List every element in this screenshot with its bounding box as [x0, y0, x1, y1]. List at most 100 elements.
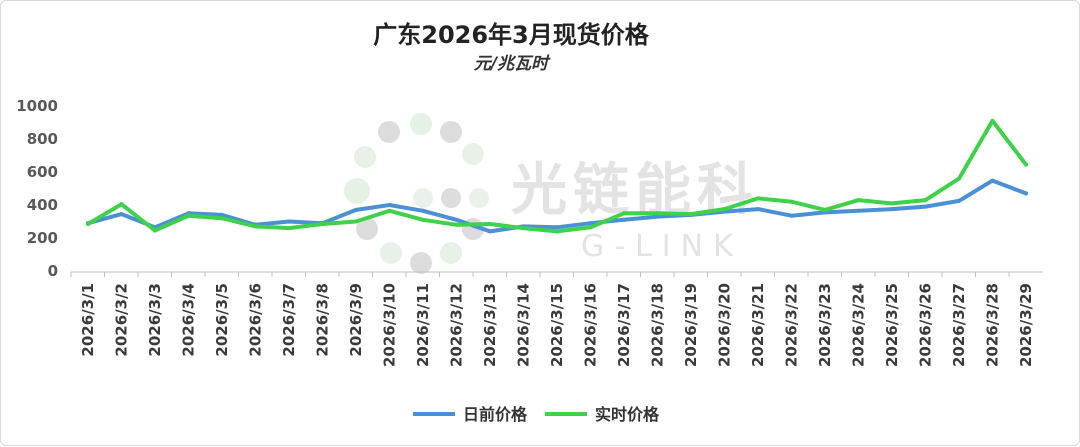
- data-point: [555, 229, 559, 234]
- y-tick-label: 800: [27, 130, 58, 148]
- data-point: [1024, 162, 1028, 167]
- y-tick-label: 600: [27, 163, 58, 181]
- data-point: [320, 221, 325, 226]
- data-point: [923, 204, 928, 209]
- watermark-dot: [380, 242, 402, 264]
- data-point: [153, 228, 157, 233]
- data-point: [789, 213, 794, 218]
- watermark-dot: [440, 242, 462, 264]
- x-tick-label: 2026/3/10: [381, 283, 399, 367]
- data-point: [119, 202, 124, 207]
- watermark-dot: [356, 218, 378, 240]
- data-point: [588, 225, 593, 230]
- x-tick-label: 2026/3/14: [515, 283, 533, 367]
- data-point: [220, 212, 224, 217]
- x-tick-label: 2026/3/15: [548, 283, 566, 367]
- x-tick-label: 2026/3/16: [582, 283, 600, 367]
- x-tick-label: 2026/3/11: [414, 283, 432, 367]
- y-tick-label: 400: [27, 196, 58, 214]
- watermark-dot: [413, 188, 433, 208]
- x-tick-label: 2026/3/2: [113, 283, 131, 357]
- watermark-dot: [354, 146, 376, 168]
- data-point: [186, 213, 191, 218]
- data-point: [823, 207, 827, 212]
- watermark-dot: [440, 121, 462, 143]
- data-point: [86, 221, 90, 226]
- x-tick-label: 2026/3/29: [1017, 283, 1035, 367]
- chart-title: 广东2026年3月现货价格: [373, 21, 649, 49]
- x-tick-label: 2026/3/6: [247, 283, 265, 357]
- data-point: [622, 211, 626, 216]
- y-tick-label: 200: [27, 229, 58, 247]
- x-tick-label: 2026/3/19: [682, 283, 700, 367]
- x-tick-label: 2026/3/1: [79, 283, 97, 357]
- data-point: [890, 201, 894, 206]
- data-point: [990, 118, 995, 123]
- data-point: [957, 176, 961, 181]
- data-point: [387, 208, 392, 213]
- series-lines: [86, 118, 1028, 234]
- data-point: [555, 225, 559, 230]
- watermark-dot: [344, 178, 370, 204]
- x-tick-label: 2026/3/20: [716, 283, 734, 367]
- watermark-dot: [410, 113, 432, 135]
- data-point: [655, 211, 660, 216]
- x-tick-label: 2026/3/7: [280, 283, 298, 357]
- data-point: [521, 226, 526, 231]
- data-point: [287, 226, 291, 231]
- data-point: [957, 198, 961, 203]
- data-point: [990, 178, 995, 183]
- x-tick-label: 2026/3/22: [783, 283, 801, 367]
- x-tick-label: 2026/3/17: [615, 283, 633, 367]
- y-tick-label: 1000: [16, 97, 58, 115]
- data-point: [454, 222, 459, 227]
- data-point: [421, 217, 425, 222]
- y-axis: 0 200 400 600 800 1000: [16, 97, 58, 280]
- x-tick-label: 2026/3/26: [917, 283, 935, 367]
- data-point: [622, 217, 626, 222]
- data-point: [421, 208, 425, 213]
- data-point: [722, 207, 727, 212]
- data-point: [856, 208, 861, 213]
- x-tick-label: 2026/3/12: [448, 283, 466, 367]
- watermark-dot: [410, 252, 432, 274]
- data-point: [689, 212, 693, 217]
- data-point: [789, 199, 794, 204]
- data-point: [354, 219, 358, 224]
- x-tick-label: 2026/3/27: [950, 283, 968, 367]
- x-tick-label: 2026/3/8: [314, 283, 332, 357]
- data-point: [890, 207, 894, 212]
- legend: 日前价格 实时价格: [413, 405, 660, 424]
- data-point: [354, 207, 358, 212]
- data-point: [923, 198, 928, 203]
- data-point: [454, 217, 459, 222]
- x-tick-label: 2026/3/21: [749, 283, 767, 367]
- x-axis: 2026/3/1 2026/3/2 2026/3/3 2026/3/4 2026/3/5…: [70, 271, 1043, 367]
- data-point: [588, 221, 593, 226]
- data-point: [387, 203, 392, 207]
- data-point: [856, 198, 861, 203]
- data-point: [756, 207, 760, 212]
- data-point: [253, 224, 258, 229]
- data-point: [220, 216, 224, 221]
- data-point: [119, 212, 124, 217]
- x-tick-label: 2026/3/4: [180, 283, 198, 357]
- x-tick-label: 2026/3/13: [481, 283, 499, 367]
- data-point: [488, 229, 492, 234]
- data-point: [287, 219, 291, 224]
- legend-label: 日前价格: [463, 405, 528, 424]
- x-tick-label: 2026/3/28: [984, 283, 1002, 367]
- legend-label: 实时价格: [595, 405, 660, 424]
- x-tick-label: 2026/3/3: [146, 283, 164, 357]
- x-tick-label: 2026/3/18: [649, 283, 667, 367]
- data-point: [488, 221, 492, 226]
- chart-subtitle: 元/兆瓦时: [473, 54, 549, 74]
- watermark-dot: [441, 188, 461, 208]
- data-point: [756, 196, 760, 201]
- watermark-dot: [462, 143, 484, 165]
- y-tick-label: 0: [48, 262, 58, 280]
- x-tick-label: 2026/3/25: [883, 283, 901, 367]
